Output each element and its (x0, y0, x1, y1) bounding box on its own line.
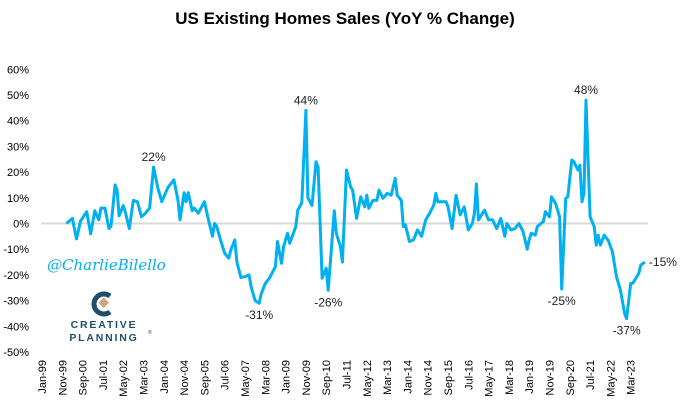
data-label: -31% (245, 308, 273, 322)
x-tick-label: Jul-16 (463, 360, 475, 390)
data-label: 22% (142, 150, 166, 164)
x-tick-label: Mar-03 (139, 360, 151, 395)
x-axis: Jan-99 Nov-99 Sep-00 Jul-01 May-02 Mar-03 Jan-… (37, 360, 638, 397)
x-tick-label: Nov-99 (57, 360, 69, 395)
y-tick-label: -10% (3, 244, 29, 256)
x-tick-label: Jan-14 (402, 360, 414, 394)
x-tick-label: Sep-10 (321, 360, 333, 395)
series-line (65, 98, 646, 321)
x-tick-label: Jul-06 (220, 360, 232, 390)
y-tick-label: 0% (13, 219, 29, 231)
x-tick-label: May-07 (240, 360, 252, 397)
x-tick-label: Jan-09 (281, 360, 293, 394)
x-tick-label: May-02 (118, 360, 130, 397)
logo-line1: CREATIVE (71, 319, 138, 331)
y-tick-label: 30% (7, 141, 29, 153)
x-tick-label: Jul-01 (98, 360, 110, 390)
x-tick-label: Sep-20 (565, 360, 577, 395)
x-tick-label: Jul-11 (342, 360, 354, 389)
x-tick-label: Sep-05 (199, 360, 211, 395)
x-tick-label: Mar-13 (382, 360, 394, 395)
x-tick-label: Jan-99 (37, 360, 49, 394)
data-label: -25% (548, 294, 576, 308)
x-tick-label: Mar-23 (626, 360, 638, 395)
x-tick-label: Jul-21 (585, 360, 597, 390)
x-tick-label: Sep-00 (78, 360, 90, 395)
logo-registered-mark: ® (148, 329, 152, 336)
chart-title: US Existing Homes Sales (YoY % Change) (175, 9, 514, 28)
y-tick-label: 50% (7, 90, 29, 102)
creative-planning-logo: CREATIVE PLANNING ® (69, 291, 152, 344)
x-tick-label: Mar-08 (260, 360, 272, 395)
x-tick-label: May-17 (484, 360, 496, 397)
watermark-handle: @CharlieBilello (47, 256, 166, 274)
x-tick-label: Nov-14 (423, 360, 435, 395)
x-tick-label: May-22 (605, 360, 617, 397)
data-label: -37% (613, 324, 641, 338)
y-tick-label: -20% (3, 270, 29, 282)
x-tick-label: Jan-04 (159, 360, 171, 394)
x-tick-label: Jan-19 (524, 360, 536, 394)
y-tick-label: 20% (7, 167, 29, 179)
y-tick-label: -50% (3, 347, 29, 359)
y-tick-label: -30% (3, 296, 29, 308)
data-label: -26% (314, 295, 342, 309)
x-tick-label: Nov-09 (301, 360, 313, 395)
logo-line2: PLANNING (69, 332, 138, 344)
data-label: 48% (574, 83, 598, 97)
x-tick-label: Sep-15 (443, 360, 455, 395)
y-tick-label: -40% (3, 321, 29, 333)
x-tick-label: Mar-18 (504, 360, 516, 395)
data-label: 44% (294, 93, 318, 107)
data-label: -15% (649, 255, 677, 269)
x-tick-label: Nov-19 (545, 360, 557, 395)
y-axis: 60% 50% 40% 30% 20% 10% 0% -10% -20% -30% -40% -50% (3, 64, 29, 359)
y-tick-label: 60% (7, 64, 29, 76)
x-tick-label: Nov-04 (179, 360, 191, 395)
logo-mark-icon (91, 291, 112, 317)
annotations: 22% -31% 44% -26% -25% 48% -37% -15% (142, 83, 678, 337)
x-tick-label: May-12 (362, 360, 374, 397)
y-tick-label: 10% (7, 193, 29, 205)
y-tick-label: 40% (7, 116, 29, 128)
